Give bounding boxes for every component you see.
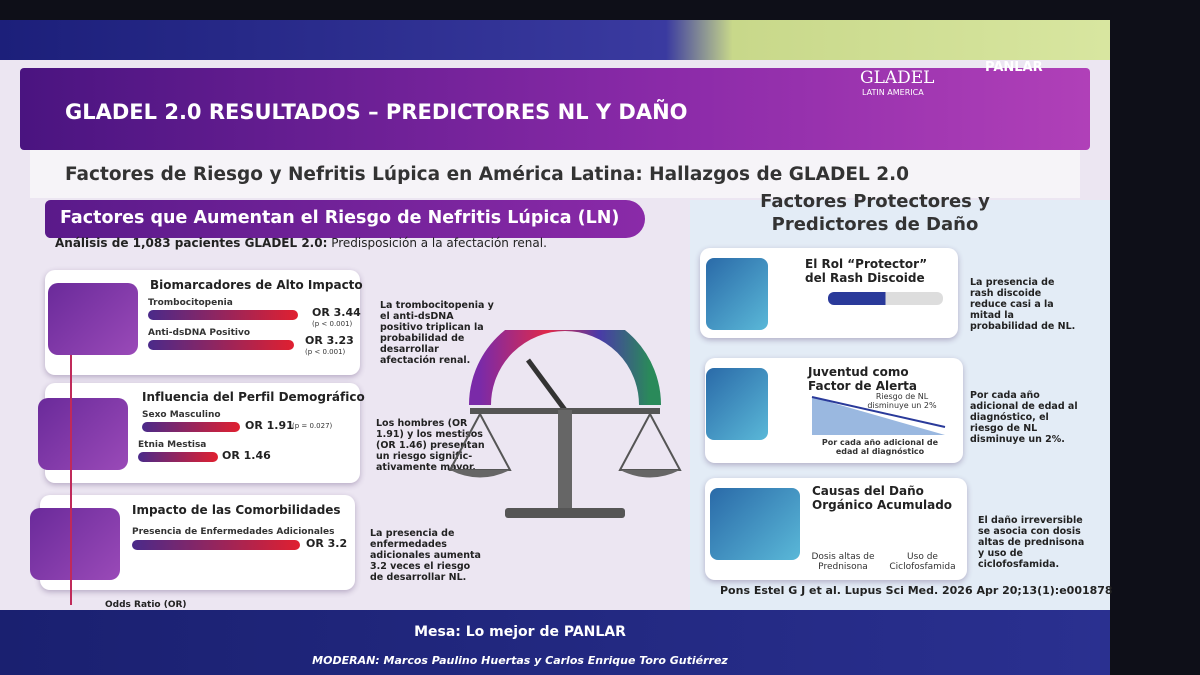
bar bbox=[142, 422, 240, 432]
card-title: Juventud como Factor de Alerta bbox=[808, 365, 917, 393]
bar bbox=[132, 540, 300, 550]
gauge bbox=[469, 330, 661, 406]
logo-panlar: PANLAR bbox=[985, 60, 1043, 75]
analysis-rest: Predisposición a la afectación renal. bbox=[331, 236, 547, 250]
axis-line bbox=[70, 355, 72, 605]
note: Por cada año adicional de edad al diagnó… bbox=[970, 390, 1078, 445]
p-value: (p < 0.001) bbox=[312, 320, 353, 328]
session: Mesa: Lo mejor de PANLAR bbox=[414, 624, 626, 640]
top-band bbox=[0, 20, 1110, 60]
icon bbox=[30, 508, 120, 580]
item-label: Trombocitopenia bbox=[148, 298, 233, 308]
item-label: Etnia Mestisa bbox=[138, 440, 207, 450]
axis-label: Odds Ratio (OR) bbox=[105, 600, 187, 610]
footer-band bbox=[0, 610, 1110, 675]
or-value: OR 1.91 bbox=[245, 419, 294, 432]
note: Los hombres (OR 1.91) y los mestisos (OR… bbox=[376, 418, 485, 473]
needle bbox=[525, 358, 568, 412]
icon bbox=[38, 398, 128, 470]
pan-dishes bbox=[450, 470, 680, 478]
item-label: Anti-dsDNA Positivo bbox=[148, 328, 251, 338]
or-value: OR 3.23 bbox=[305, 334, 354, 347]
moderators: MODERAN: Marcos Paulino Huertas y Carlos… bbox=[312, 654, 728, 667]
card-title: Impacto de las Comorbilidades bbox=[132, 503, 341, 517]
header-band bbox=[20, 68, 1090, 150]
icon bbox=[706, 258, 768, 330]
logo-gladel: GLADEL bbox=[860, 68, 935, 88]
decline-line bbox=[811, 396, 946, 428]
item-label: Presencia de Enfermedades Adicionales bbox=[132, 527, 335, 537]
card-title: El Rol “Protector” del Rash Discoide bbox=[805, 257, 928, 285]
card-title: Causas del Daño Orgánico Acumulado bbox=[812, 484, 953, 512]
p-value: (p < 0.001) bbox=[305, 348, 346, 356]
or-value: OR 1.46 bbox=[222, 449, 271, 462]
card-title: Biomarcadores de Alto Impacto bbox=[150, 278, 363, 292]
or-value: OR 3.2 bbox=[306, 537, 348, 550]
or-value: OR 3.44 bbox=[312, 306, 361, 319]
header-title: GLADEL 2.0 RESULTADOS – PREDICTORES NL Y… bbox=[65, 100, 688, 124]
logo-sub: LATIN AMERICA bbox=[862, 88, 924, 97]
base bbox=[505, 508, 625, 518]
bar bbox=[148, 340, 294, 350]
icon bbox=[706, 368, 768, 440]
note: La presencia de enfermedades adicionales… bbox=[370, 528, 481, 583]
note: El daño irreversible se asocia con dosis… bbox=[978, 515, 1085, 570]
left-heading: Factores que Aumentan el Riesgo de Nefri… bbox=[60, 208, 620, 228]
citation: Pons Estel G J et al. Lupus Sci Med. 202… bbox=[720, 584, 1113, 597]
bar bbox=[148, 310, 298, 320]
decline-area bbox=[812, 397, 945, 435]
note: La presencia de rash discoide reduce cas… bbox=[970, 277, 1076, 332]
chart-caption: Por cada año adicional de edad al diagnó… bbox=[821, 438, 939, 456]
p-value: (p = 0.027) bbox=[292, 422, 333, 430]
analysis: Análisis de 1,083 pacientes GLADEL 2.0: … bbox=[55, 236, 547, 250]
icon bbox=[710, 488, 800, 560]
subtitle: Factores de Riesgo y Nefritis Lúpica en … bbox=[65, 164, 909, 185]
subtitle-strip bbox=[30, 150, 1080, 198]
drug: Uso de Ciclofosfamida bbox=[889, 552, 956, 572]
drug: Dosis altas de Prednisona bbox=[811, 552, 875, 572]
right-heading: Factores Protectores y Predictores de Da… bbox=[760, 191, 990, 235]
icon bbox=[48, 283, 138, 355]
analysis-bold: Análisis de 1,083 pacientes GLADEL 2.0: bbox=[55, 236, 328, 250]
bar bbox=[828, 292, 943, 305]
item-label: Sexo Masculino bbox=[142, 410, 221, 420]
note: La trombocitopenia y el anti-dsDNA posit… bbox=[380, 300, 494, 366]
chart-label: Riesgo de NL disminuye un 2% bbox=[867, 392, 937, 410]
card-title: Influencia del Perfil Demográfico bbox=[142, 390, 365, 404]
scale-illustration bbox=[448, 330, 682, 518]
post bbox=[558, 410, 572, 510]
bar bbox=[138, 452, 218, 462]
decline-chart bbox=[811, 396, 946, 435]
left-heading-pill bbox=[45, 200, 645, 238]
